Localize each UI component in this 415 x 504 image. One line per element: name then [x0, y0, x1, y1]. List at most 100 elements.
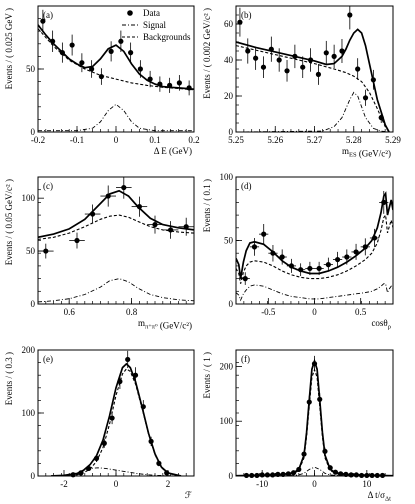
x-tick-label: 0	[312, 307, 317, 317]
data-marker	[276, 57, 282, 63]
data-marker	[378, 115, 384, 121]
data-marker	[59, 50, 65, 56]
y-axis-label: Events / ( 0.025 GeV )	[4, 8, 14, 89]
data-point	[186, 80, 192, 96]
data-marker	[183, 224, 189, 230]
data-point	[285, 471, 291, 477]
data-point	[300, 56, 306, 78]
data-marker	[290, 470, 297, 476]
data-marker	[362, 95, 369, 101]
data-point	[243, 472, 250, 479]
data-point	[108, 41, 114, 62]
data-point	[109, 411, 115, 425]
x-tick-label: 0.5	[355, 307, 367, 317]
data-marker	[101, 440, 107, 446]
data-marker	[369, 472, 375, 479]
y-axis-label: Events / ( 0.3 )	[4, 352, 14, 405]
data-marker	[117, 378, 123, 385]
data-point	[245, 38, 251, 64]
data-point	[322, 447, 328, 456]
data-point	[59, 42, 65, 63]
x-tick-label: 5.25	[228, 135, 244, 145]
y-tick-label: 40	[224, 55, 234, 65]
curve-backgrounds	[236, 367, 393, 476]
data-point	[70, 472, 76, 478]
y-axis-label: Events / ( 0.05 GeV/c² )	[4, 179, 14, 265]
data-marker	[121, 184, 127, 191]
data-point	[342, 249, 352, 265]
legend: Data Signal Backgrounds	[122, 8, 191, 42]
panel-d: -0.5 0 0.5 0 50 100 (d) cosθρ Events / ( 0.1 )	[202, 172, 394, 331]
data-point	[40, 9, 46, 33]
data-marker	[78, 470, 84, 476]
curves	[236, 28, 390, 132]
data-marker	[40, 18, 46, 24]
data-marker	[300, 64, 306, 70]
data-point	[284, 60, 290, 82]
data-marker	[118, 38, 124, 44]
y-tick-label: 100	[22, 193, 36, 203]
data-marker	[237, 19, 243, 25]
x-tick-label: 5.26	[267, 135, 283, 145]
data-point	[137, 60, 143, 78]
data-marker	[74, 237, 80, 244]
data-point	[93, 455, 100, 462]
x-tick-label: 5.27	[307, 135, 323, 145]
data-marker	[148, 438, 154, 444]
data-marker	[327, 465, 333, 471]
y-tick-label: 0	[31, 127, 36, 137]
data-point	[147, 70, 153, 88]
data-point	[131, 196, 148, 217]
data-marker	[90, 211, 96, 217]
legend-entry: Backgrounds	[143, 32, 191, 42]
data-marker	[288, 263, 295, 269]
legend-marker	[127, 10, 133, 16]
data-point	[317, 392, 323, 406]
y-tick-label: 0	[229, 299, 234, 309]
data-point	[347, 6, 353, 30]
data-marker	[109, 415, 115, 421]
x-tick-label: 0.8	[126, 307, 138, 317]
data-point	[290, 470, 297, 476]
data-point	[101, 438, 107, 448]
data-marker	[334, 256, 341, 263]
y-tick-label: 20	[224, 91, 234, 101]
data-point	[147, 215, 163, 234]
data-point	[323, 40, 329, 65]
data-point	[78, 470, 84, 476]
y-tick-label: 0	[229, 127, 234, 137]
data-point	[259, 223, 269, 245]
data-marker	[156, 460, 162, 466]
panel-label: (d)	[241, 181, 252, 191]
data-point	[167, 77, 173, 93]
panel-label: (b)	[241, 10, 252, 20]
y-tick-label: 50	[224, 236, 234, 246]
y-tick-label: 100	[220, 172, 234, 182]
x-tick-label: -2	[60, 479, 68, 489]
panel-a: -0.2 -0.1 0 0.1 0.2 0 50 (a) Δ E (GeV) Events / (…	[4, 5, 200, 156]
data-point	[305, 261, 315, 276]
data-point	[331, 44, 337, 69]
data-marker	[344, 254, 350, 260]
data-marker	[323, 50, 329, 56]
data-point	[348, 472, 354, 478]
panel-label: (a)	[43, 10, 53, 20]
data-point	[157, 76, 163, 92]
x-tick-label: 0.1	[149, 135, 160, 145]
panel-e: -2 0 2 0 100 200 (e) ℱ Events / ( 0.3 )	[4, 345, 195, 500]
x-tick-label: 0.6	[64, 307, 76, 317]
x-tick-label: 5.28	[346, 135, 362, 145]
data-marker	[186, 85, 192, 91]
curve-total	[236, 191, 393, 279]
data-marker	[285, 471, 291, 477]
y-tick-label: 100	[220, 416, 234, 426]
data-point	[176, 75, 182, 91]
data-point	[353, 472, 359, 478]
data-marker	[176, 80, 182, 86]
data-point	[140, 400, 146, 414]
panel-c: 0.6 0.8 0 50 100 (c) mπ⁺π⁰ (GeV/c²) Events / ( …	[4, 176, 195, 331]
data-point	[260, 56, 267, 78]
data-marker	[339, 48, 345, 54]
data-point	[314, 261, 324, 276]
